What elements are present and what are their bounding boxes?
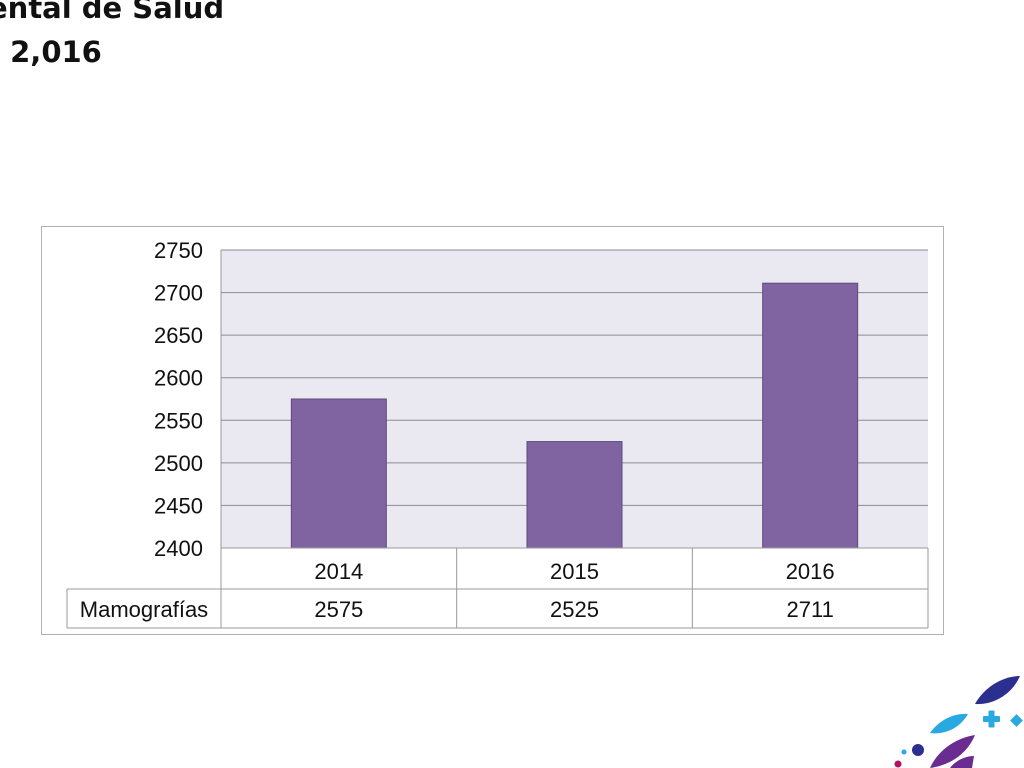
x-tick-label: 2014 — [314, 559, 363, 584]
y-tick-label: 2550 — [154, 408, 203, 433]
slide-title-line-2: - 2,016 — [0, 35, 102, 69]
y-tick-label: 2500 — [154, 451, 203, 476]
data-label: 2525 — [550, 597, 599, 622]
bar — [526, 441, 623, 549]
bar-chart: 2400 2450 2500 2550 2600 2650 2700 2750 2014 2015… — [66, 238, 929, 629]
y-tick-label: 2700 — [154, 281, 203, 306]
legend-series-name: Mamografías — [80, 597, 208, 622]
y-tick-label: 2400 — [154, 536, 203, 561]
bar — [762, 282, 859, 549]
chart-frame: 2400 2450 2500 2550 2600 2650 2700 2750 2014 2015… — [41, 226, 944, 635]
data-label: 2711 — [787, 597, 834, 622]
x-tick-label: 2015 — [550, 559, 599, 584]
slide-title-line-1: ental de Salud — [0, 0, 225, 25]
data-label: 2575 — [314, 597, 363, 622]
y-tick-label: 2450 — [154, 493, 203, 518]
slide-title: ental de Salud - 2,016 — [0, 0, 224, 74]
x-tick-label: 2016 — [786, 559, 835, 584]
bar — [290, 398, 387, 549]
y-tick-label: 2650 — [154, 323, 203, 348]
y-tick-label: 2600 — [154, 366, 203, 391]
y-tick-label: 2750 — [154, 238, 203, 263]
